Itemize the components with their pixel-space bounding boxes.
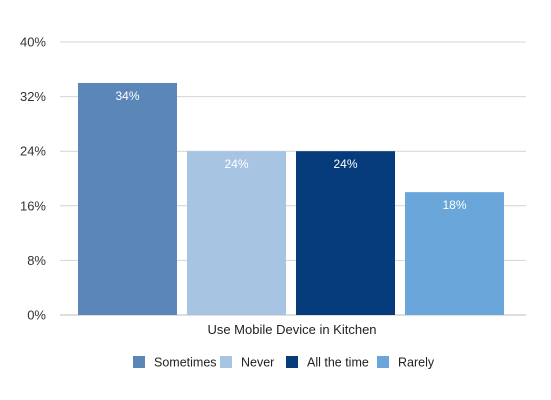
legend-label: Rarely <box>398 356 435 370</box>
y-tick-label: 40% <box>20 35 46 50</box>
data-label: 24% <box>333 157 357 171</box>
y-tick-label: 16% <box>20 198 46 213</box>
data-label: 34% <box>115 89 139 103</box>
legend: Sometimes Never All the time Rarely <box>133 356 435 370</box>
legend-swatch <box>377 356 389 368</box>
y-tick-label: 24% <box>20 144 46 159</box>
legend-label: Never <box>241 356 274 370</box>
bar-all-the-time <box>296 151 395 315</box>
bar-rarely <box>405 192 504 315</box>
legend-swatch <box>286 356 298 368</box>
y-tick-label: 32% <box>20 89 46 104</box>
data-label: 18% <box>442 198 466 212</box>
y-axis-tick-labels: 0% 8% 16% 24% 32% 40% <box>20 35 46 323</box>
data-label: 24% <box>224 157 248 171</box>
y-tick-label: 8% <box>27 253 46 268</box>
legend-swatch <box>220 356 232 368</box>
legend-swatch <box>133 356 145 368</box>
legend-label: All the time <box>307 356 369 370</box>
bar-never <box>187 151 286 315</box>
bar-sometimes <box>78 82 177 315</box>
bars <box>78 82 504 315</box>
y-tick-label: 0% <box>27 308 46 323</box>
data-labels: 34% 24% 24% 18% <box>115 89 466 212</box>
x-axis-label: Use Mobile Device in Kitchen <box>207 322 376 337</box>
legend-label: Sometimes <box>154 356 217 370</box>
